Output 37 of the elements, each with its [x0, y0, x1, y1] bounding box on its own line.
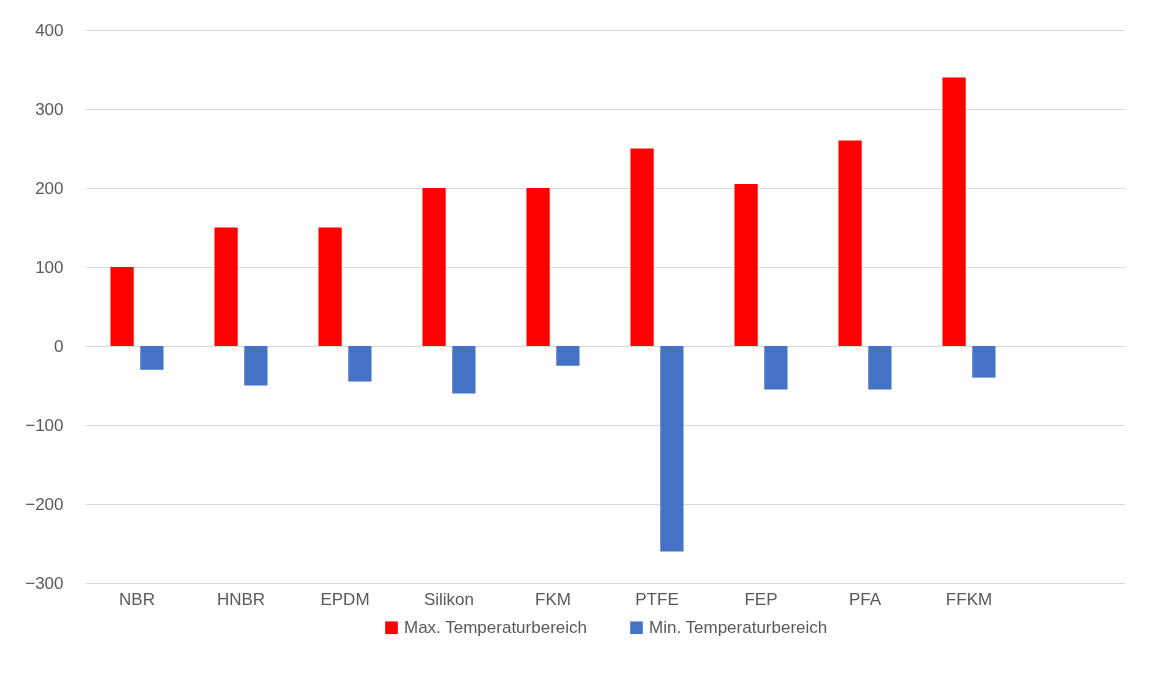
bar — [630, 148, 654, 346]
x-tick-label: NBR — [119, 589, 155, 609]
bar — [868, 346, 892, 390]
y-tick-label: 100 — [35, 257, 64, 277]
bar — [140, 346, 164, 370]
y-tick-label: 200 — [35, 178, 64, 198]
legend-label: Min. Temperaturbereich — [649, 617, 828, 637]
bar — [942, 77, 966, 346]
x-tick-label: EPDM — [320, 589, 370, 609]
legend-label: Max. Temperaturbereich — [404, 617, 587, 637]
x-tick-label: Silikon — [423, 589, 475, 609]
bar — [838, 140, 862, 346]
y-tick-label: −200 — [25, 494, 64, 514]
bar — [244, 346, 268, 386]
y-tick-label: −300 — [25, 573, 64, 593]
bar — [764, 346, 788, 390]
bar — [422, 188, 446, 346]
y-tick-label: 300 — [35, 99, 64, 119]
bar — [318, 227, 342, 346]
x-tick-label: FFKM — [945, 589, 993, 609]
bar — [972, 346, 996, 378]
bar — [110, 267, 134, 346]
bar — [452, 346, 476, 394]
bar — [348, 346, 372, 382]
bar — [214, 227, 238, 346]
x-tick-label: FEP — [744, 589, 778, 609]
bar — [660, 346, 684, 552]
x-tick-label: HNBR — [216, 589, 266, 609]
x-tick-label: FKM — [535, 589, 571, 609]
x-tick-label: PTFE — [635, 589, 679, 609]
bar — [734, 184, 758, 346]
y-tick-label: −100 — [25, 415, 64, 435]
bar — [526, 188, 550, 346]
x-tick-label: PFA — [848, 589, 882, 609]
bar — [556, 346, 580, 366]
y-tick-label: 0 — [54, 336, 64, 356]
y-tick-label: 400 — [35, 20, 64, 40]
